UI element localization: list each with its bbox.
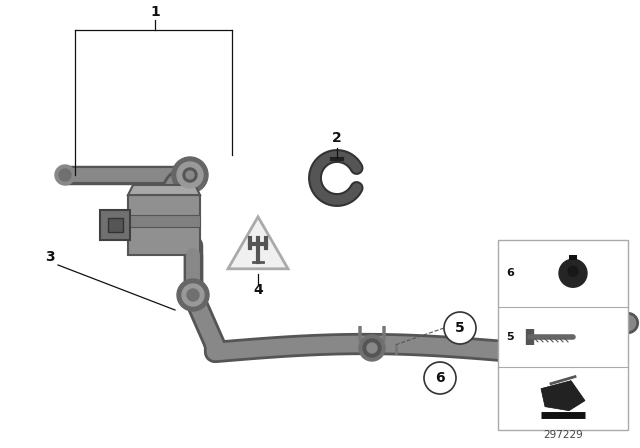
Circle shape — [367, 343, 377, 353]
Polygon shape — [128, 195, 200, 255]
Circle shape — [172, 157, 208, 193]
Circle shape — [177, 279, 209, 311]
FancyBboxPatch shape — [128, 215, 200, 227]
Text: 297229: 297229 — [543, 430, 583, 440]
FancyBboxPatch shape — [498, 240, 628, 430]
Text: 5: 5 — [506, 332, 514, 342]
Circle shape — [183, 168, 197, 182]
FancyBboxPatch shape — [569, 255, 577, 260]
Circle shape — [559, 259, 587, 287]
Text: 3: 3 — [45, 250, 55, 264]
Circle shape — [363, 339, 381, 357]
Circle shape — [186, 171, 194, 179]
Text: 5: 5 — [455, 321, 465, 335]
Text: 6: 6 — [506, 268, 514, 278]
Polygon shape — [228, 217, 288, 269]
Circle shape — [177, 162, 203, 188]
Circle shape — [444, 312, 476, 344]
Text: 2: 2 — [332, 131, 342, 145]
Circle shape — [187, 289, 199, 301]
Polygon shape — [541, 381, 585, 411]
Circle shape — [568, 266, 578, 276]
Circle shape — [55, 165, 75, 185]
Circle shape — [59, 169, 71, 181]
Circle shape — [424, 362, 456, 394]
Polygon shape — [100, 210, 130, 240]
Circle shape — [182, 284, 204, 306]
FancyBboxPatch shape — [108, 218, 123, 232]
Text: 4: 4 — [253, 283, 263, 297]
Text: 1: 1 — [150, 5, 160, 19]
Polygon shape — [128, 185, 200, 195]
Text: 6: 6 — [435, 371, 445, 385]
Circle shape — [359, 335, 385, 361]
